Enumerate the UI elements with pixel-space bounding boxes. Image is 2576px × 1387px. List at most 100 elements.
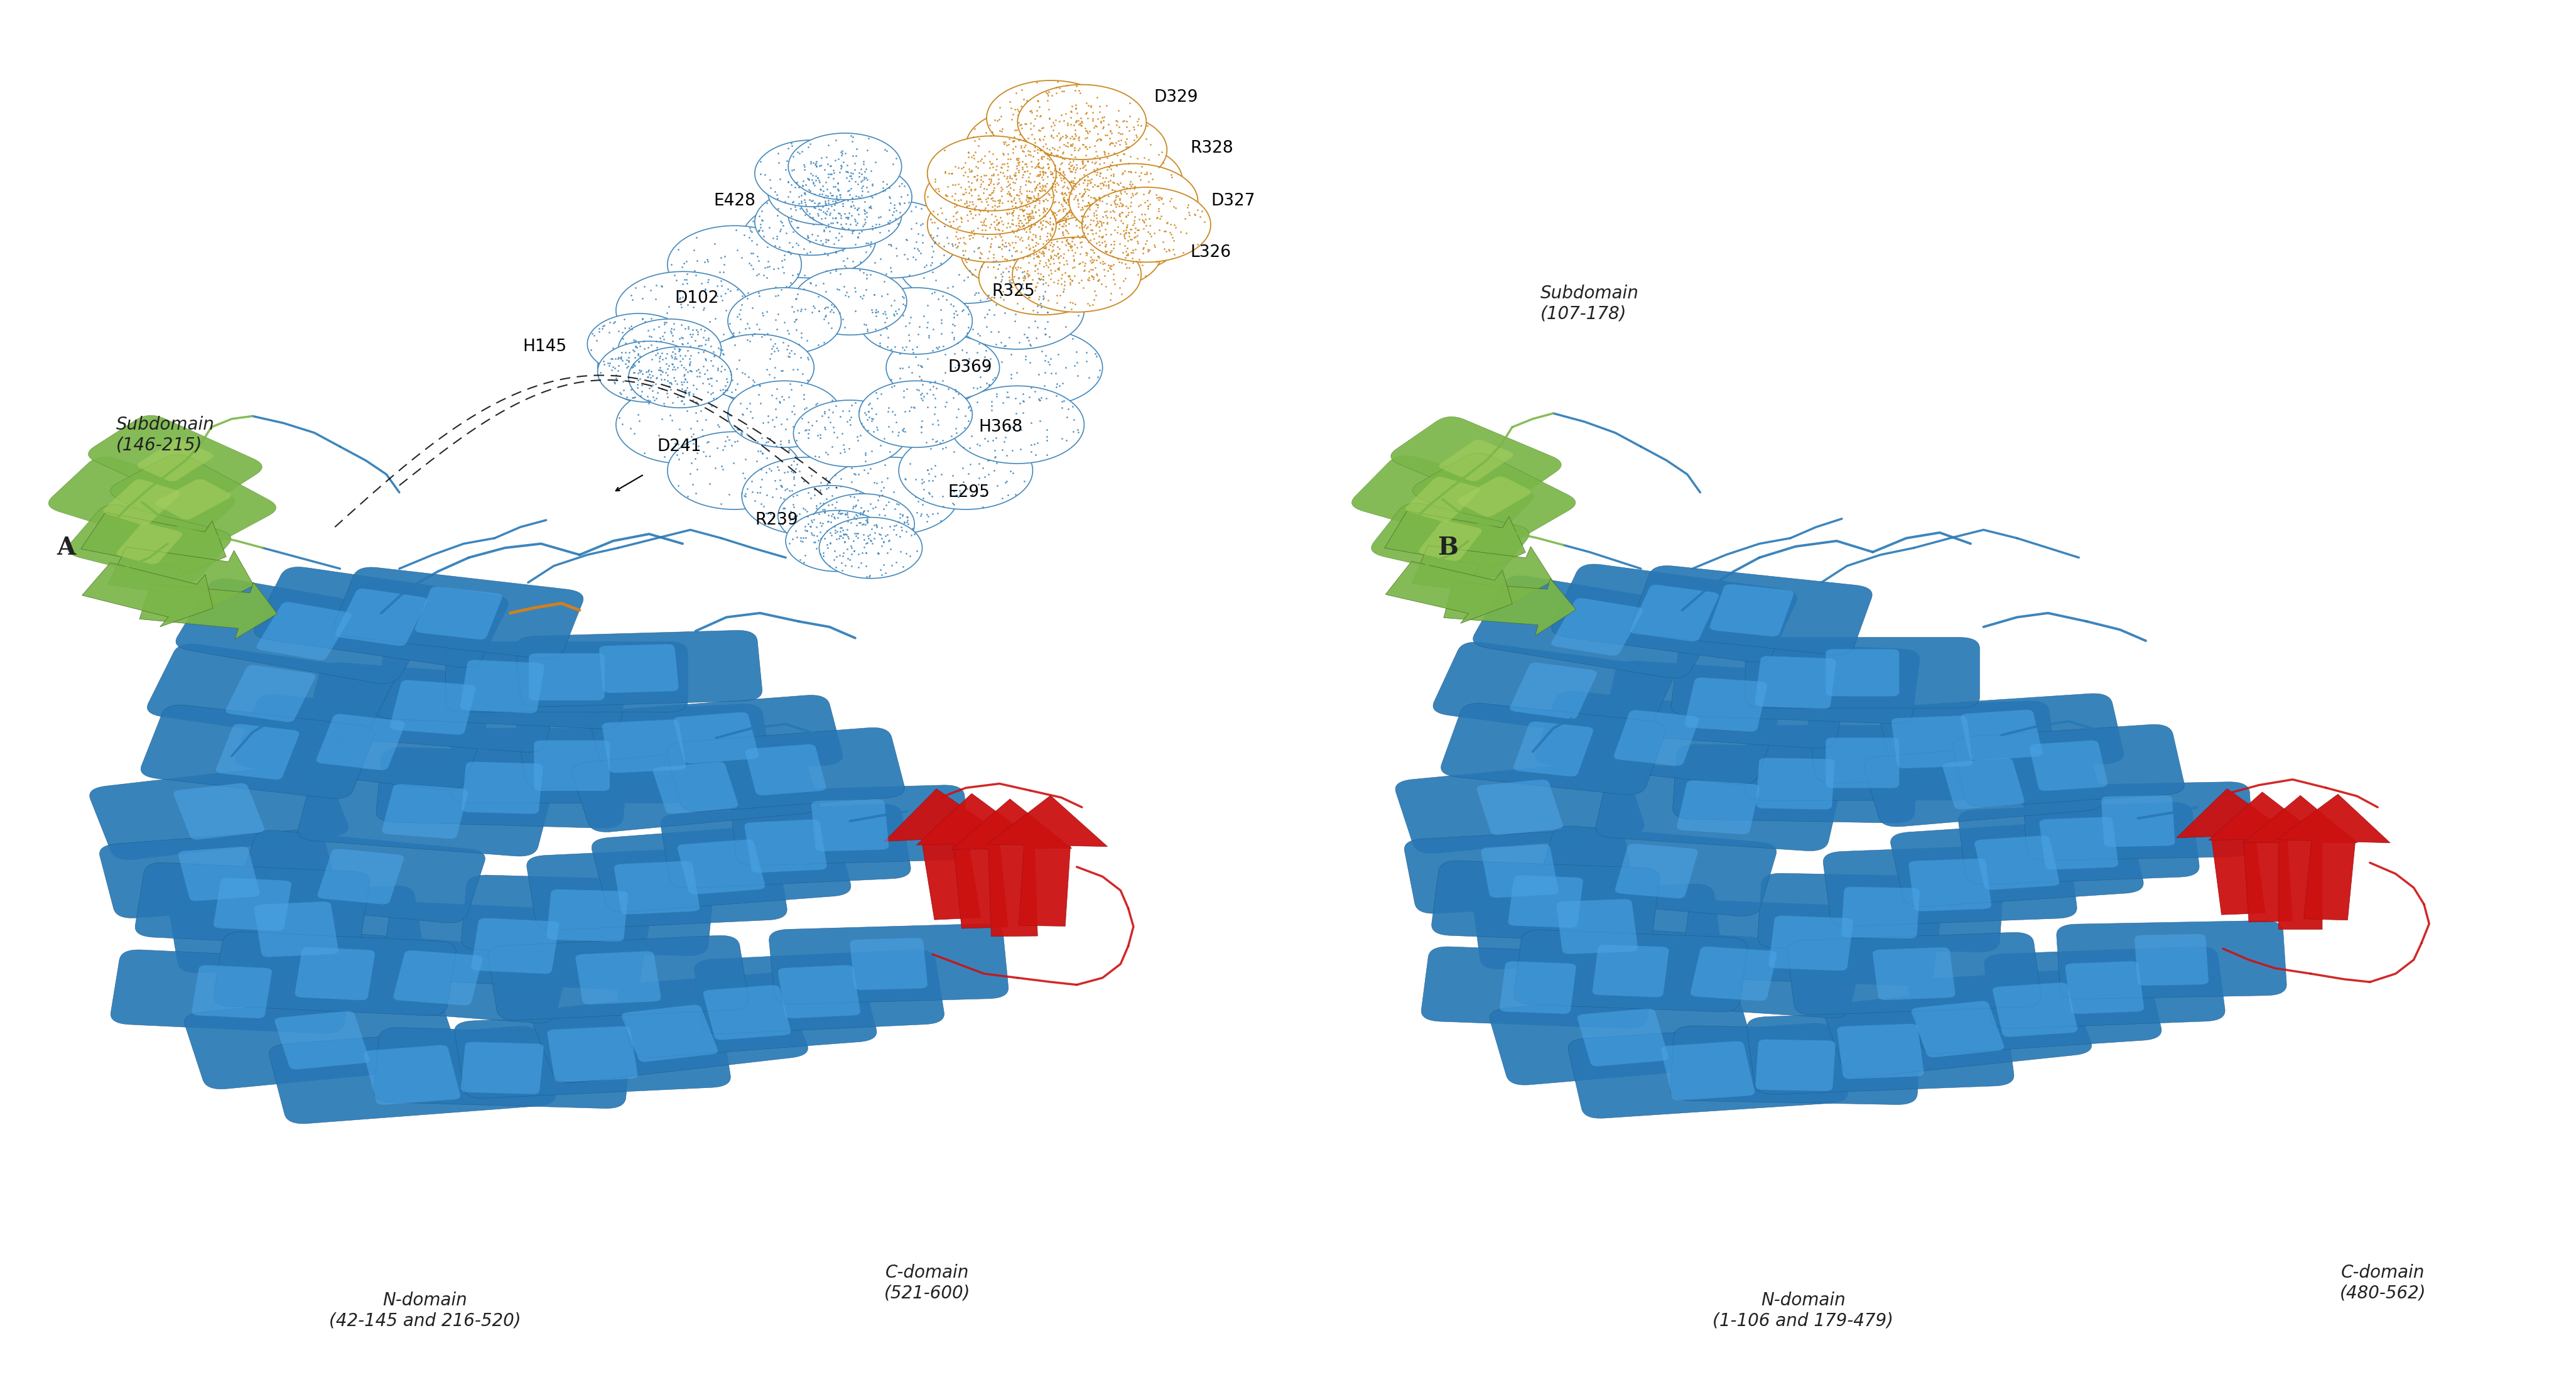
FancyBboxPatch shape: [1754, 656, 1837, 709]
Polygon shape: [1069, 164, 1198, 239]
FancyBboxPatch shape: [2056, 921, 2287, 999]
Polygon shape: [1018, 191, 1146, 266]
FancyBboxPatch shape: [1440, 440, 1512, 481]
Polygon shape: [598, 329, 732, 406]
Polygon shape: [587, 313, 690, 374]
Polygon shape: [987, 80, 1115, 155]
Polygon shape: [788, 133, 902, 200]
FancyBboxPatch shape: [600, 644, 677, 694]
FancyBboxPatch shape: [2136, 933, 2208, 986]
FancyBboxPatch shape: [1476, 779, 1564, 835]
FancyBboxPatch shape: [363, 1044, 461, 1105]
Polygon shape: [927, 136, 1056, 211]
FancyBboxPatch shape: [1891, 818, 2143, 907]
Polygon shape: [824, 200, 958, 277]
FancyBboxPatch shape: [88, 415, 263, 506]
FancyBboxPatch shape: [2102, 795, 2174, 847]
FancyBboxPatch shape: [294, 947, 376, 1000]
Polygon shape: [80, 512, 227, 580]
Text: C-domain
(480-562): C-domain (480-562): [2339, 1264, 2427, 1302]
FancyBboxPatch shape: [1842, 886, 1919, 939]
FancyBboxPatch shape: [1499, 961, 1577, 1014]
FancyBboxPatch shape: [621, 1004, 719, 1062]
FancyBboxPatch shape: [1788, 932, 2040, 1015]
Text: R325: R325: [992, 283, 1036, 300]
FancyBboxPatch shape: [1551, 565, 1798, 662]
Polygon shape: [925, 160, 1054, 234]
FancyBboxPatch shape: [1602, 662, 1850, 748]
FancyBboxPatch shape: [1577, 1008, 1669, 1067]
Polygon shape: [778, 485, 881, 546]
FancyBboxPatch shape: [1757, 874, 2004, 951]
FancyBboxPatch shape: [1556, 899, 1638, 954]
FancyBboxPatch shape: [451, 728, 693, 803]
Polygon shape: [1018, 85, 1146, 160]
FancyBboxPatch shape: [461, 1042, 544, 1094]
FancyBboxPatch shape: [1551, 598, 1643, 656]
FancyBboxPatch shape: [453, 1010, 732, 1099]
FancyBboxPatch shape: [137, 440, 214, 481]
FancyBboxPatch shape: [134, 863, 371, 946]
FancyBboxPatch shape: [1507, 875, 1584, 928]
FancyBboxPatch shape: [1510, 663, 1597, 718]
Polygon shape: [945, 191, 1074, 266]
FancyBboxPatch shape: [1605, 929, 1862, 1018]
FancyBboxPatch shape: [1569, 1024, 1847, 1118]
Polygon shape: [884, 789, 1005, 920]
Polygon shape: [1386, 562, 1512, 623]
Polygon shape: [1002, 104, 1131, 179]
FancyBboxPatch shape: [770, 924, 1007, 1004]
FancyBboxPatch shape: [693, 950, 945, 1033]
FancyBboxPatch shape: [214, 878, 291, 931]
Polygon shape: [786, 510, 889, 571]
Polygon shape: [961, 164, 1090, 239]
FancyBboxPatch shape: [1396, 761, 1643, 853]
Polygon shape: [755, 189, 868, 255]
Text: D102: D102: [675, 290, 719, 307]
Polygon shape: [667, 226, 801, 304]
FancyBboxPatch shape: [1473, 884, 1721, 970]
Text: H145: H145: [523, 338, 567, 355]
FancyBboxPatch shape: [1909, 859, 1991, 911]
Polygon shape: [2244, 796, 2357, 929]
FancyBboxPatch shape: [307, 932, 569, 1024]
Text: R328: R328: [1190, 140, 1234, 157]
Polygon shape: [1054, 143, 1182, 218]
Polygon shape: [2177, 789, 2290, 914]
Polygon shape: [1018, 136, 1146, 211]
FancyBboxPatch shape: [381, 902, 649, 990]
FancyBboxPatch shape: [1512, 721, 1595, 777]
FancyBboxPatch shape: [1412, 454, 1577, 540]
Polygon shape: [981, 132, 1110, 207]
FancyBboxPatch shape: [572, 743, 819, 832]
FancyBboxPatch shape: [111, 455, 276, 544]
FancyBboxPatch shape: [613, 861, 701, 914]
FancyBboxPatch shape: [1770, 915, 1852, 971]
Polygon shape: [1038, 112, 1167, 187]
FancyBboxPatch shape: [574, 951, 662, 1004]
FancyBboxPatch shape: [1826, 649, 1899, 696]
FancyBboxPatch shape: [1891, 716, 1973, 768]
FancyBboxPatch shape: [307, 663, 559, 752]
Text: N-domain
(42-145 and 216-520): N-domain (42-145 and 216-520): [330, 1291, 520, 1330]
FancyBboxPatch shape: [1352, 455, 1533, 544]
FancyBboxPatch shape: [255, 567, 507, 667]
FancyBboxPatch shape: [618, 968, 876, 1057]
Polygon shape: [951, 799, 1072, 936]
Polygon shape: [667, 431, 801, 509]
Polygon shape: [811, 494, 914, 555]
FancyBboxPatch shape: [471, 918, 559, 974]
FancyBboxPatch shape: [744, 820, 827, 872]
FancyBboxPatch shape: [2040, 817, 2117, 870]
Polygon shape: [981, 187, 1110, 262]
Text: D327: D327: [1211, 193, 1255, 209]
Polygon shape: [793, 269, 907, 334]
FancyBboxPatch shape: [173, 784, 265, 839]
Polygon shape: [1412, 545, 1553, 608]
FancyBboxPatch shape: [374, 1028, 631, 1108]
FancyBboxPatch shape: [1880, 694, 2123, 777]
FancyBboxPatch shape: [1672, 641, 1919, 724]
FancyBboxPatch shape: [100, 829, 337, 918]
Polygon shape: [945, 136, 1074, 211]
Text: E428: E428: [714, 193, 755, 209]
